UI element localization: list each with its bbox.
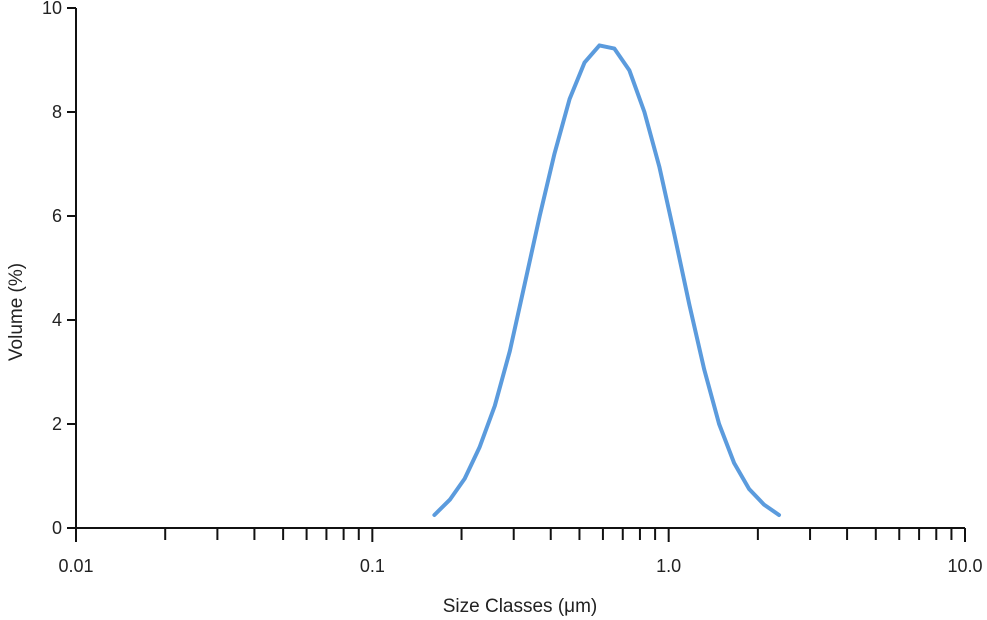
y-axis-title: Volume (%) (6, 263, 27, 361)
data-point (657, 165, 661, 169)
ticks-layer: 0.01 0.1 1.0 10.0 0 2 4 6 8 10 (42, 0, 983, 576)
y-tick-label: 8 (52, 102, 62, 122)
data-point (477, 445, 482, 449)
data-point (762, 503, 766, 507)
y-tick-label: 2 (52, 414, 62, 434)
y-tick-label: 4 (52, 310, 62, 330)
data-point (568, 97, 572, 101)
data-point (732, 461, 736, 465)
data-point (523, 282, 527, 286)
data-point (627, 68, 632, 72)
x-tick-label: 0.01 (58, 556, 93, 576)
x-axis-title: Size Classes (μm) (443, 596, 598, 617)
series-layer (432, 43, 781, 517)
data-point (642, 110, 647, 114)
data-point (463, 477, 467, 481)
series-line (432, 43, 781, 517)
data-point (508, 349, 512, 353)
data-point (687, 302, 691, 306)
data-point (717, 422, 721, 426)
y-tick-label: 10 (42, 0, 62, 18)
data-point (582, 61, 587, 65)
data-point (538, 214, 542, 218)
data-point (612, 47, 617, 51)
y-tick-label: 6 (52, 206, 62, 226)
data-point (552, 152, 557, 156)
data-point (777, 513, 781, 517)
data-point (432, 513, 436, 517)
x-tick-label: 0.1 (360, 556, 385, 576)
axes-layer (75, 8, 965, 529)
x-tick-label: 10.0 (947, 556, 982, 576)
data-point (702, 367, 706, 371)
data-point (493, 404, 497, 408)
y-tick-label: 0 (52, 518, 62, 538)
data-point (448, 497, 452, 501)
data-point (672, 232, 676, 236)
data-point (747, 487, 751, 491)
x-tick-label: 1.0 (656, 556, 681, 576)
data-point (597, 43, 602, 48)
